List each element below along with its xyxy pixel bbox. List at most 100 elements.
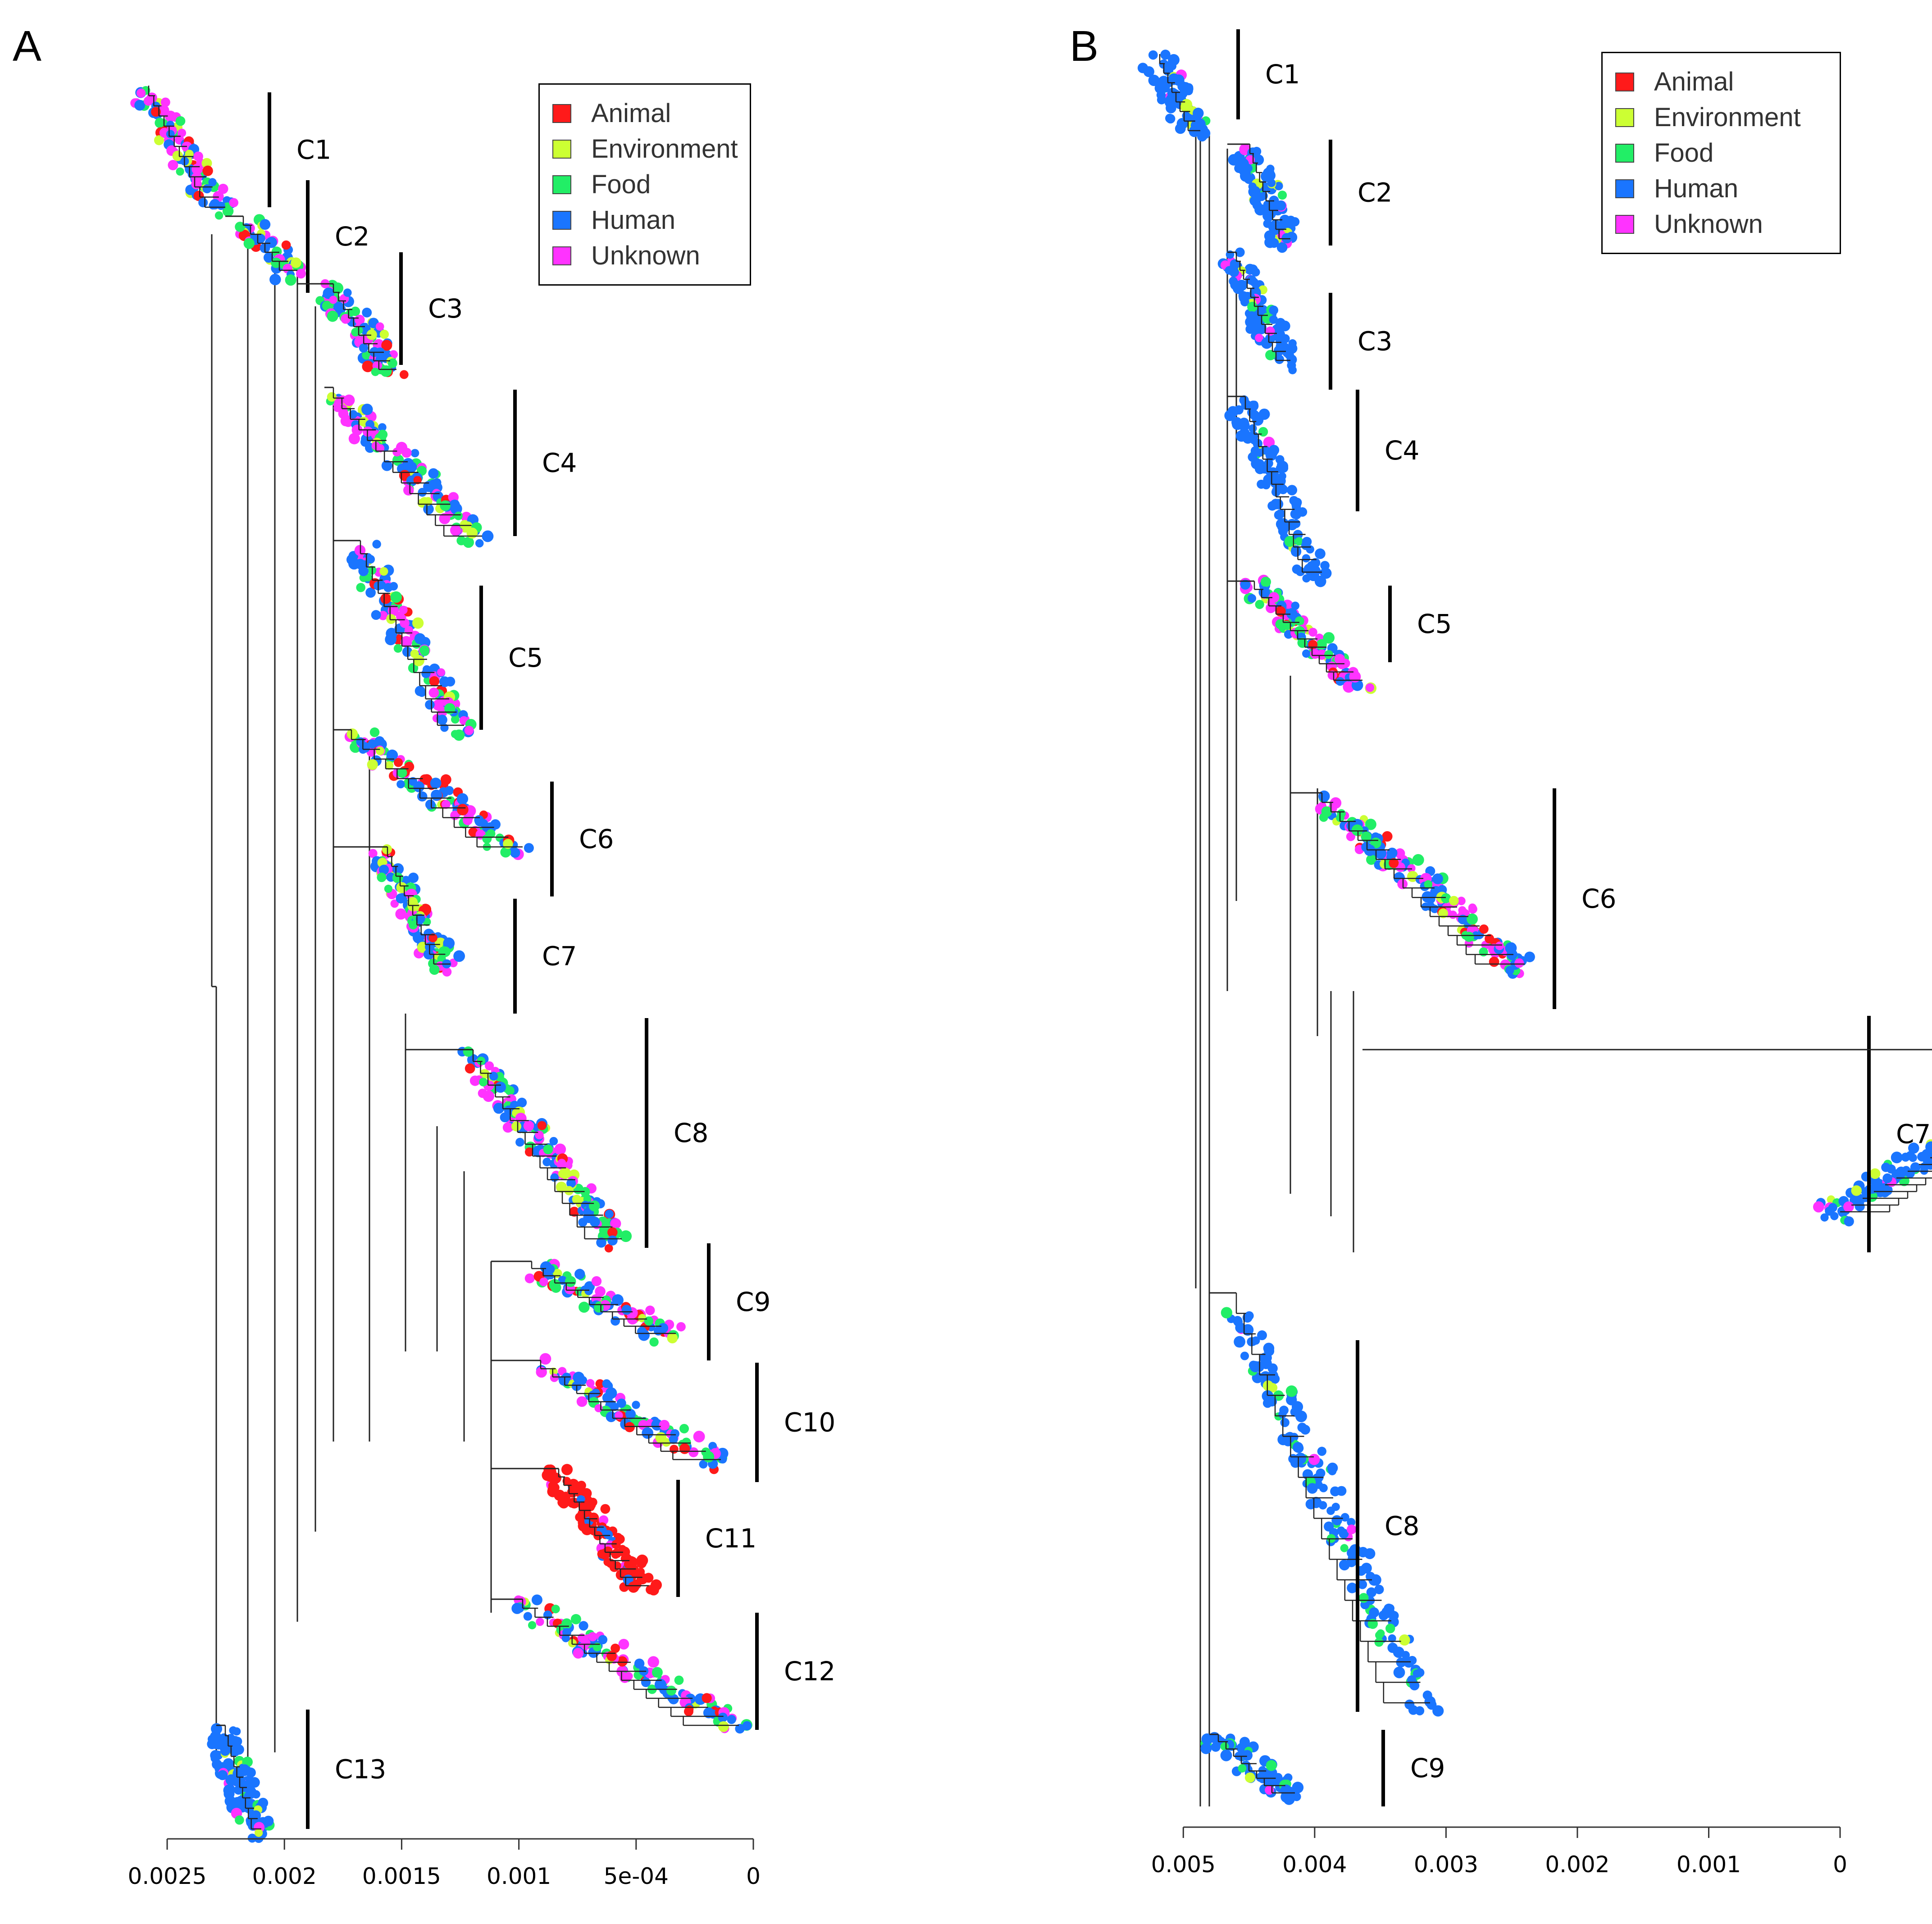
tip-marker [618, 1639, 629, 1650]
tip-marker [1385, 1624, 1395, 1633]
tip-marker [600, 1504, 611, 1514]
tip-marker [437, 714, 447, 725]
tip-marker [550, 1374, 559, 1382]
tip-marker [1365, 683, 1375, 692]
clade-label: C1 [296, 135, 331, 165]
tip-marker [399, 605, 408, 614]
clade-c4: C4 [1224, 390, 1419, 587]
tip-marker [425, 700, 435, 710]
tip-marker [603, 1530, 613, 1540]
tip-marker [1262, 1390, 1274, 1402]
tip-marker [1851, 1185, 1862, 1196]
tip-marker [164, 110, 177, 122]
tick-label: 0 [1833, 1851, 1847, 1878]
tip-marker [466, 528, 478, 539]
tip-marker [1300, 1424, 1310, 1435]
tip-marker [566, 1178, 576, 1188]
tip-marker [1905, 1151, 1915, 1160]
tip-marker [271, 257, 282, 268]
tip-marker [1386, 847, 1398, 859]
tip-marker [606, 1411, 617, 1423]
tip-marker [718, 1721, 729, 1732]
tip-marker [636, 1554, 648, 1566]
clade-tips [326, 392, 494, 548]
tip-marker [413, 781, 424, 792]
tip-marker [421, 669, 431, 678]
tip-marker [1285, 1794, 1294, 1802]
tip-marker [703, 1707, 715, 1719]
tip-marker [233, 1744, 244, 1755]
tip-marker [415, 914, 425, 923]
tip-marker [346, 728, 358, 740]
tick-label: 5e-04 [604, 1863, 669, 1889]
x-axis: 0.0025 0.002 0.0015 0.001 5e-04 0 [128, 1838, 761, 1889]
tip-marker [356, 737, 365, 746]
tip-marker [579, 1301, 590, 1313]
tip-marker [1844, 1216, 1854, 1227]
tip-marker [431, 789, 442, 801]
legend-label: Human [591, 205, 675, 235]
tip-marker [362, 350, 371, 360]
tick-label: 0.003 [1414, 1851, 1478, 1878]
tip-marker [1284, 536, 1295, 547]
tip-marker [1235, 1322, 1246, 1333]
tip-marker [727, 1715, 736, 1724]
tick-label: 0 [746, 1863, 761, 1889]
tip-marker [386, 614, 396, 624]
tip-marker [1294, 616, 1304, 626]
legend-label: Unknown [1654, 209, 1763, 239]
tip-marker [439, 513, 451, 524]
tip-marker [564, 1186, 574, 1196]
tip-marker [136, 88, 146, 98]
tip-marker [1351, 824, 1363, 836]
tip-marker [413, 476, 422, 484]
tip-marker [1413, 1669, 1421, 1678]
tip-marker [1425, 893, 1435, 904]
tip-marker [624, 1672, 633, 1681]
tick-label: 0.002 [252, 1863, 317, 1889]
tip-marker [616, 1398, 626, 1408]
tip-marker [401, 636, 412, 648]
tip-marker [323, 287, 334, 299]
tip-marker [403, 485, 414, 496]
tip-marker [1212, 1734, 1223, 1745]
tip-marker [1166, 102, 1176, 114]
tip-marker [255, 233, 265, 244]
tip-marker [221, 1742, 231, 1753]
legend-label: Food [591, 170, 651, 199]
tip-marker [1243, 433, 1253, 444]
tip-marker [1467, 913, 1478, 925]
panel-a: C1 C2 C3 C4 C5 C6 C7 C8 C9 C10 C11 C12 C13 0.0025 0.00… [13, 22, 835, 1889]
tip-marker [662, 1438, 671, 1447]
tip-marker [1250, 400, 1258, 409]
legend-swatch [552, 104, 571, 123]
tip-marker [612, 1294, 624, 1306]
tip-marker [1340, 659, 1350, 668]
tip-marker [570, 1614, 581, 1624]
clade-tips [536, 1353, 729, 1474]
tip-marker [1308, 628, 1317, 637]
tip-marker [395, 908, 407, 920]
tip-marker [679, 1443, 690, 1454]
tip-marker [1366, 1587, 1376, 1597]
clade-label: C6 [579, 824, 614, 855]
tip-marker [1245, 316, 1257, 328]
tip-marker [557, 1498, 567, 1507]
tip-marker [581, 1524, 593, 1535]
tip-marker [340, 415, 351, 427]
tip-marker [358, 566, 369, 576]
tip-marker [1306, 545, 1314, 554]
tip-marker [468, 827, 478, 837]
tip-marker [573, 1372, 585, 1383]
tip-marker [428, 468, 439, 479]
legend-swatch [1615, 72, 1634, 91]
tip-marker [1432, 873, 1443, 884]
tip-marker [1277, 337, 1286, 346]
tip-marker [381, 340, 392, 351]
tip-marker [1323, 632, 1335, 644]
legend-swatch [1615, 143, 1634, 163]
legend-label: Food [1654, 138, 1714, 168]
tip-marker [482, 530, 494, 542]
tip-marker [440, 774, 451, 785]
